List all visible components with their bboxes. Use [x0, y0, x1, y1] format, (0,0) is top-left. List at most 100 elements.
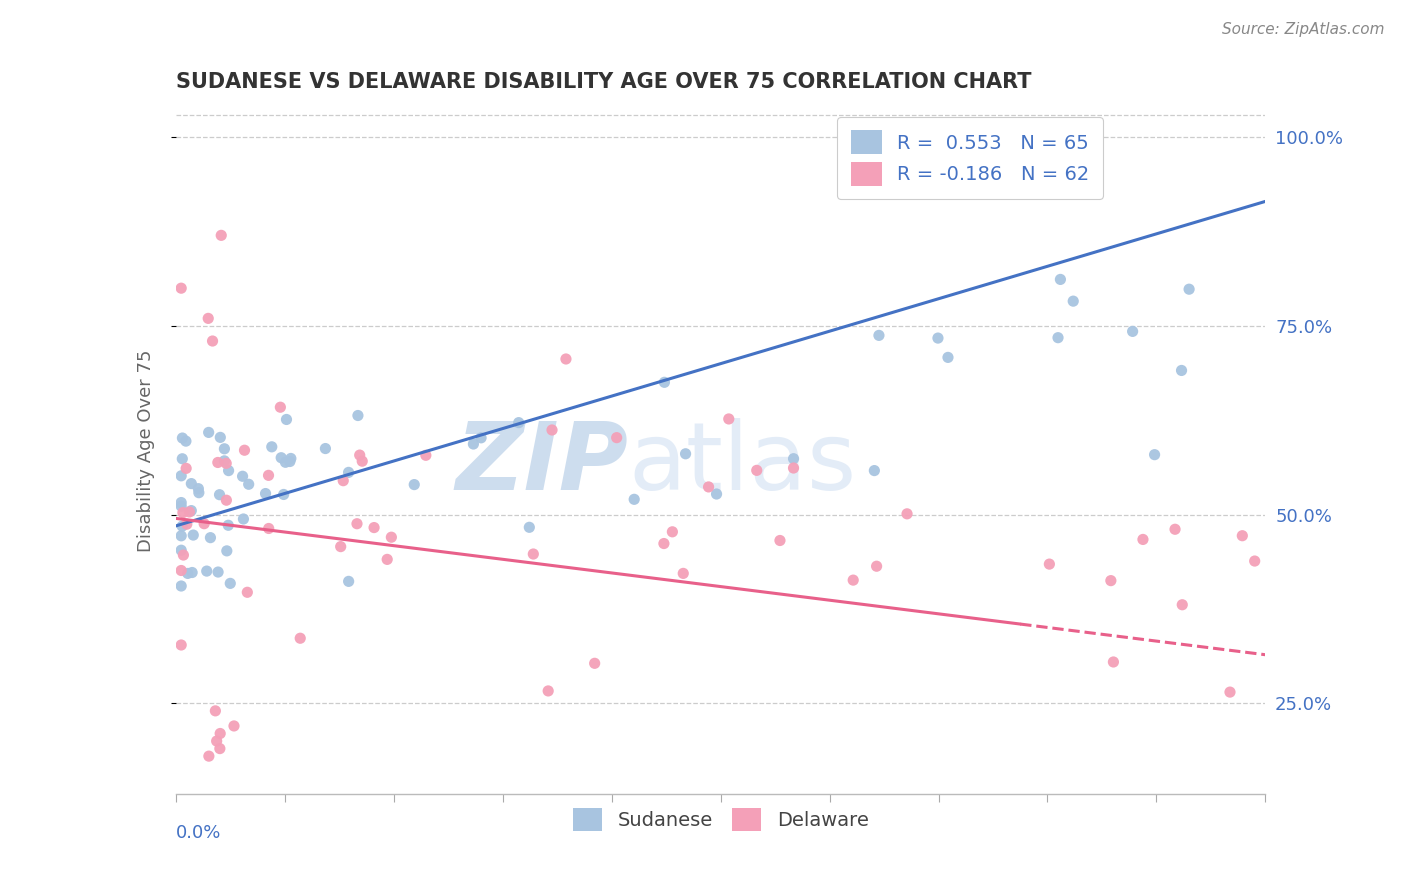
Point — [706, 487, 728, 501]
Point — [204, 704, 226, 718]
Point — [170, 499, 193, 513]
Point — [201, 334, 224, 348]
Point — [842, 573, 865, 587]
Point — [1047, 331, 1070, 345]
Point — [273, 487, 295, 501]
Point — [170, 638, 193, 652]
Point — [463, 437, 485, 451]
Point — [200, 531, 222, 545]
Point — [193, 516, 215, 531]
Point — [170, 529, 193, 543]
Point — [208, 488, 231, 502]
Point — [215, 493, 238, 508]
Point — [337, 466, 360, 480]
Point — [404, 477, 426, 491]
Point — [654, 376, 676, 390]
Point — [257, 468, 280, 483]
Point — [936, 351, 959, 365]
Point — [1102, 655, 1125, 669]
Point — [661, 524, 683, 539]
Point — [254, 486, 277, 500]
Point — [181, 528, 204, 542]
Point — [209, 228, 232, 243]
Point — [219, 576, 242, 591]
Y-axis label: Disability Age Over 75: Disability Age Over 75 — [136, 349, 155, 552]
Point — [217, 518, 239, 533]
Point — [675, 447, 697, 461]
Point — [215, 544, 238, 558]
Point — [172, 548, 194, 562]
Point — [187, 485, 209, 500]
Point — [745, 463, 768, 477]
Point — [172, 431, 194, 445]
Point — [508, 416, 530, 430]
Point — [1164, 522, 1187, 536]
Point — [207, 455, 229, 469]
Point — [181, 566, 204, 580]
Text: Source: ZipAtlas.com: Source: ZipAtlas.com — [1222, 22, 1385, 37]
Point — [1171, 598, 1194, 612]
Point — [415, 448, 437, 462]
Point — [522, 547, 544, 561]
Point — [197, 425, 219, 440]
Point — [180, 503, 202, 517]
Point — [280, 451, 302, 466]
Point — [1178, 282, 1201, 296]
Point — [170, 495, 193, 509]
Point — [1243, 554, 1265, 568]
Point — [672, 566, 695, 581]
Point — [1219, 685, 1241, 699]
Point — [214, 454, 236, 468]
Point — [197, 311, 219, 326]
Point — [541, 423, 564, 437]
Point — [868, 328, 890, 343]
Point — [208, 741, 231, 756]
Point — [1099, 574, 1122, 588]
Point — [349, 448, 371, 462]
Point — [1049, 272, 1071, 286]
Point — [606, 431, 628, 445]
Point — [198, 749, 221, 764]
Point — [927, 331, 949, 345]
Point — [170, 468, 193, 483]
Point — [187, 482, 209, 496]
Point — [337, 574, 360, 589]
Point — [1122, 325, 1144, 339]
Point — [517, 520, 540, 534]
Point — [352, 454, 374, 468]
Point — [537, 684, 560, 698]
Point — [215, 456, 238, 470]
Point — [380, 530, 402, 544]
Point — [205, 734, 228, 748]
Point — [233, 443, 256, 458]
Point — [896, 507, 918, 521]
Point — [218, 464, 240, 478]
Point — [697, 480, 720, 494]
Point — [170, 543, 193, 558]
Point — [209, 726, 232, 740]
Point — [470, 431, 492, 445]
Point — [176, 517, 198, 532]
Point — [623, 492, 645, 507]
Point — [329, 540, 352, 554]
Point — [209, 430, 232, 444]
Point — [274, 455, 297, 469]
Point — [1038, 557, 1060, 571]
Point — [177, 566, 200, 581]
Point — [232, 469, 254, 483]
Point — [346, 516, 368, 531]
Point — [270, 450, 292, 465]
Point — [174, 461, 197, 475]
Point — [769, 533, 792, 548]
Point — [180, 476, 202, 491]
Point — [278, 454, 301, 468]
Point — [652, 536, 675, 550]
Point — [222, 719, 245, 733]
Point — [170, 281, 193, 295]
Point — [314, 442, 336, 456]
Point — [207, 565, 229, 579]
Legend: Sudanese, Delaware: Sudanese, Delaware — [565, 800, 876, 839]
Point — [375, 552, 398, 566]
Point — [1170, 363, 1192, 377]
Point — [347, 409, 370, 423]
